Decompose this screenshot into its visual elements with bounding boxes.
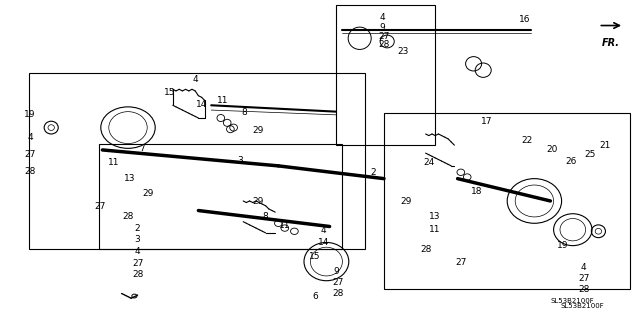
- Text: 27: 27: [578, 274, 589, 283]
- Text: 29: 29: [143, 189, 154, 198]
- Text: 20: 20: [546, 145, 557, 154]
- Text: 11: 11: [217, 96, 228, 105]
- Bar: [336, 5, 435, 145]
- Text: 2: 2: [135, 224, 140, 233]
- Text: FR.: FR.: [602, 38, 620, 48]
- Bar: [99, 144, 342, 249]
- Text: 9: 9: [380, 23, 385, 32]
- Text: 4: 4: [581, 263, 586, 272]
- Text: 27: 27: [332, 278, 344, 287]
- Text: 4: 4: [380, 13, 385, 22]
- Text: 29: 29: [252, 197, 264, 206]
- Text: 27: 27: [132, 259, 143, 268]
- Text: SL53B2100F: SL53B2100F: [550, 299, 594, 304]
- Text: 18: 18: [471, 187, 483, 196]
- Text: 27: 27: [95, 202, 106, 211]
- Text: 27: 27: [378, 32, 390, 41]
- Text: 27: 27: [455, 258, 467, 267]
- Text: 28: 28: [332, 289, 344, 298]
- Text: 9: 9: [333, 267, 339, 276]
- Text: 25: 25: [584, 150, 596, 159]
- Text: 11: 11: [108, 158, 120, 167]
- Text: 28: 28: [24, 167, 36, 176]
- Text: 28: 28: [132, 271, 143, 279]
- Text: 8: 8: [241, 108, 246, 117]
- Text: 3: 3: [237, 156, 243, 165]
- Bar: [384, 113, 630, 289]
- Text: 3: 3: [135, 235, 140, 244]
- Text: 4: 4: [28, 133, 33, 142]
- Text: 26: 26: [565, 157, 577, 166]
- Text: 19: 19: [24, 110, 36, 119]
- Text: 16: 16: [519, 15, 531, 24]
- Text: 27: 27: [24, 150, 36, 159]
- Text: 22: 22: [521, 136, 532, 145]
- Text: 14: 14: [196, 100, 207, 109]
- Text: 13: 13: [429, 212, 441, 221]
- Text: 28: 28: [378, 40, 390, 49]
- Text: 4: 4: [321, 226, 326, 235]
- Text: 6: 6: [312, 292, 317, 301]
- Text: 7: 7: [140, 144, 145, 153]
- Text: 19: 19: [557, 241, 569, 250]
- Text: 29: 29: [252, 126, 264, 135]
- Text: 14: 14: [317, 238, 329, 247]
- Text: 29: 29: [400, 197, 412, 206]
- Text: 28: 28: [420, 245, 432, 254]
- Text: 28: 28: [578, 285, 589, 294]
- Text: 11: 11: [429, 225, 441, 234]
- Text: 8: 8: [263, 212, 268, 221]
- Text: 11: 11: [279, 221, 291, 230]
- Text: 13: 13: [124, 174, 135, 183]
- Text: 4: 4: [135, 247, 140, 256]
- Text: 15: 15: [309, 252, 321, 261]
- Text: SL53B2100F: SL53B2100F: [561, 303, 604, 309]
- Text: 23: 23: [397, 47, 409, 56]
- Text: 15: 15: [164, 88, 175, 97]
- Bar: [29, 73, 365, 249]
- Text: 28: 28: [122, 212, 134, 221]
- Text: 4: 4: [193, 75, 198, 84]
- Text: 24: 24: [423, 158, 435, 167]
- Text: 17: 17: [481, 117, 492, 126]
- Text: 21: 21: [599, 141, 611, 150]
- Text: 2: 2: [371, 168, 376, 177]
